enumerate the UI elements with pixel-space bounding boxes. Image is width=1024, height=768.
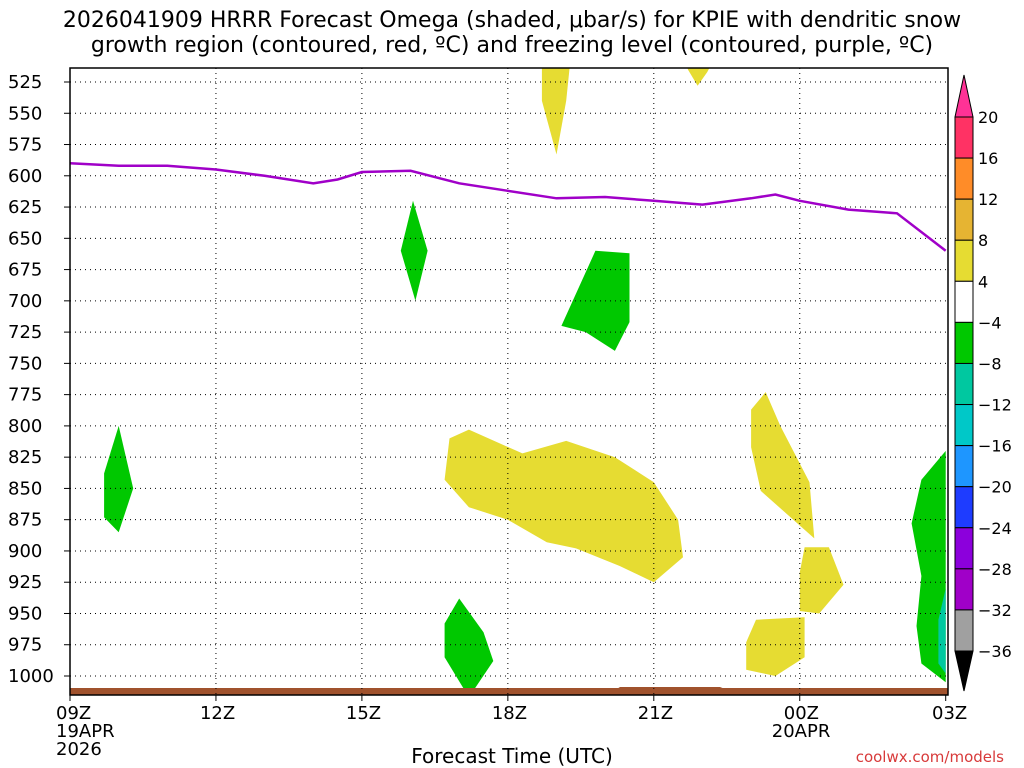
x-tick-label-21Z: 21Z [638,703,673,724]
colorbar-label-5: 4 [978,272,988,291]
omega-region-1 [541,68,570,155]
omega-region-11 [911,450,946,683]
x-tick-label-15Z: 15Z [346,703,381,724]
colorbar-band-13 [954,609,974,652]
colorbar-label-11: −24 [978,519,1012,538]
x-tick-label-03Z: 03Z [932,703,967,724]
y-tick-label-900: 900 [8,541,42,562]
y-tick-label-850: 850 [8,478,42,499]
x-tick-label-09Z: 09Z [56,703,91,724]
y-tick-label-775: 775 [8,385,42,406]
colorbar-band-10 [954,486,974,529]
omega-region-9 [104,425,134,533]
y-tick-label-800: 800 [8,416,42,437]
x-axis-title: Forecast Time (UTC) [411,744,613,768]
omega-region-5 [799,547,844,614]
colorbar-label-1: 20 [978,108,998,127]
y-tick-label-575: 575 [8,135,42,156]
chart-title-line-2: growth region (contoured, red, ºC) and f… [90,33,934,58]
source-credit[interactable]: coolwx.com/models [855,748,1004,766]
y-tick-label-825: 825 [8,447,42,468]
omega-region-2 [687,68,710,86]
omega-region-3 [444,429,683,583]
y-tick-label-925: 925 [8,572,42,593]
y-tick-label-950: 950 [8,603,42,624]
colorbar-band-2 [954,157,974,200]
colorbar-band-12 [954,568,974,611]
colorbar-band-5 [954,280,974,323]
y-tick-label-1000: 1000 [8,666,54,687]
colorbar-band-9 [954,445,974,488]
omega-shading [104,68,946,695]
y-tick-label-650: 650 [8,228,42,249]
colorbar-band-3 [954,198,974,241]
colorbar-label-13: −32 [978,601,1012,620]
terrain-profile [70,687,948,695]
y-tick-label-975: 975 [8,635,42,656]
y-tick-label-600: 600 [8,166,42,187]
y-tick-label-750: 750 [8,353,42,374]
colorbar-top-arrow [954,74,974,118]
colorbar-label-14: −36 [978,642,1012,661]
omega-region-12 [938,588,946,674]
x-date-label-20APR: 20APR [772,721,831,742]
colorbar-label-4: 8 [978,231,988,250]
omega-region-10 [444,598,494,695]
colorbar-label-9: −16 [978,437,1012,456]
x-year-label: 2026 [56,739,102,760]
colorbar-band-6 [954,321,974,364]
omega-region-6 [746,617,805,676]
y-tick-label-625: 625 [8,197,42,218]
colorbar-bottom-arrow [954,650,974,692]
omega-region-4 [751,392,815,539]
colorbar-band-1 [954,116,974,159]
y-tick-label-725: 725 [8,322,42,343]
colorbar-label-7: −8 [978,354,1002,373]
colorbar-label-6: −4 [978,313,1002,332]
colorbar-band-8 [954,404,974,447]
x-tick-label-00Z: 00Z [784,703,819,724]
x-tick-label-18Z: 18Z [492,703,527,724]
plot-frame [69,67,949,696]
x-date-label-19APR: 19APR [56,721,115,742]
colorbar-label-10: −20 [978,478,1012,497]
colorbar-band-4 [954,239,974,282]
chart-title-line-1: 2026041909 HRRR Forecast Omega (shaded, … [62,8,962,33]
y-tick-label-875: 875 [8,510,42,531]
omega-region-7 [400,200,428,301]
y-tick-label-525: 525 [8,72,42,93]
colorbar-label-12: −28 [978,560,1012,579]
colorbar-band-11 [954,527,974,570]
x-tick-label-12Z: 12Z [200,703,235,724]
y-tick-label-675: 675 [8,260,42,281]
freezing-level-line [70,162,947,252]
y-tick-label-700: 700 [8,291,42,312]
y-tick-label-550: 550 [8,103,42,124]
colorbar-label-3: 12 [978,190,998,209]
colorbar-band-7 [954,362,974,406]
colorbar-label-8: −12 [978,396,1012,415]
colorbar-label-2: 16 [978,149,998,168]
